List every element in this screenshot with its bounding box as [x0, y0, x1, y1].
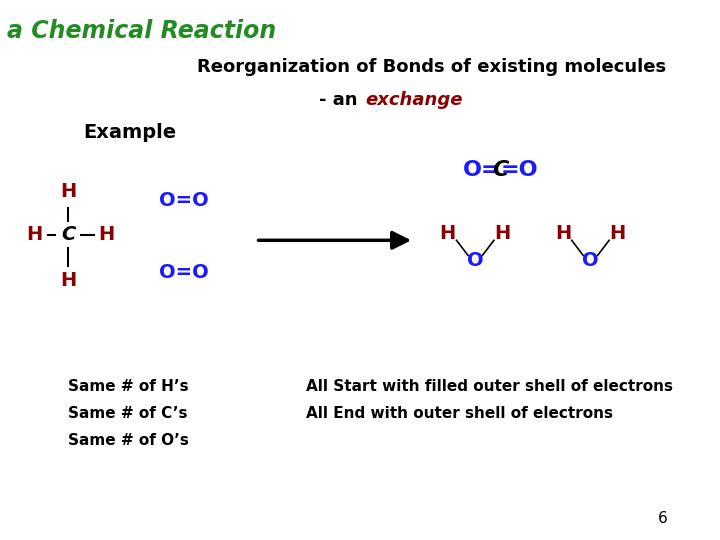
Text: O: O: [467, 251, 484, 271]
Text: exchange: exchange: [365, 91, 462, 109]
Text: All Start with filled outer shell of electrons: All Start with filled outer shell of ele…: [306, 379, 673, 394]
Text: O=O: O=O: [158, 191, 209, 211]
Text: H: H: [440, 224, 456, 244]
Text: H: H: [495, 224, 510, 244]
Text: H: H: [99, 225, 114, 245]
Text: C: C: [61, 225, 76, 245]
Text: Example: Example: [83, 123, 176, 142]
Text: 6: 6: [657, 511, 667, 526]
Text: C: C: [492, 160, 508, 180]
Text: O=O: O=O: [158, 263, 209, 282]
Text: All End with outer shell of electrons: All End with outer shell of electrons: [306, 406, 613, 421]
Text: O=: O=: [463, 160, 500, 180]
Text: Reorganization of Bonds of existing molecules: Reorganization of Bonds of existing mole…: [197, 58, 667, 77]
Text: =O: =O: [500, 160, 538, 180]
Text: a Chemical Reaction: a Chemical Reaction: [7, 19, 276, 43]
Text: H: H: [555, 224, 571, 244]
Text: - an: - an: [319, 91, 364, 109]
Text: H: H: [610, 224, 626, 244]
Text: H: H: [27, 225, 42, 245]
Text: H: H: [60, 271, 76, 291]
Text: H: H: [60, 182, 76, 201]
Text: Same # of H’s: Same # of H’s: [68, 379, 189, 394]
Text: Same # of C’s: Same # of C’s: [68, 406, 188, 421]
Text: Same # of O’s: Same # of O’s: [68, 433, 189, 448]
Text: O: O: [582, 251, 599, 271]
